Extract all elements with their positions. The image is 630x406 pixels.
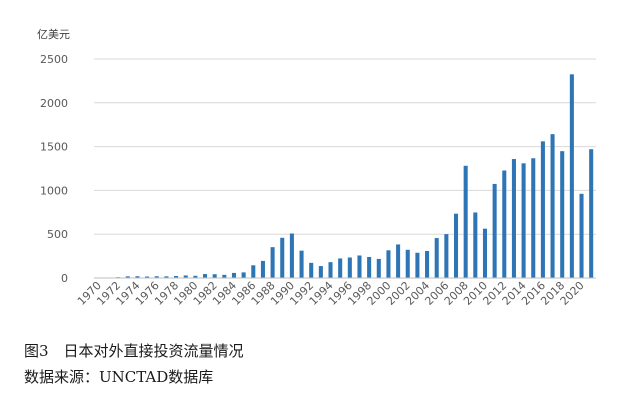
bar-2019 [569, 74, 574, 278]
bar-1992 [309, 262, 314, 278]
bar-1976 [154, 276, 159, 278]
y-tick-label: 2500 [40, 53, 68, 66]
y-tick-label: 0 [61, 272, 68, 285]
bar-1982 [212, 274, 217, 278]
bar-2004 [425, 251, 430, 278]
bar-1999 [376, 258, 381, 278]
bar-1996 [347, 257, 352, 278]
bar-1978 [174, 275, 179, 278]
bar-2013 [511, 159, 516, 278]
bar-1995 [338, 258, 343, 278]
bar-1990 [289, 233, 294, 278]
bar-1991 [299, 250, 304, 278]
bar-1987 [260, 260, 265, 278]
bar-2000 [386, 250, 391, 278]
figure-caption: 图3 日本对外直接投资流量情况 [24, 342, 244, 360]
bar-2001 [396, 244, 401, 278]
x-axis-ticks: 1970197219741976197819801982198419861988… [75, 279, 587, 308]
y-axis-ticks: 0 500 1000 1500 2000 2500 [40, 53, 68, 285]
bar-1989 [280, 237, 285, 278]
bar-1997 [357, 255, 362, 278]
bar-1988 [270, 247, 275, 278]
bar-series [96, 74, 594, 279]
bar-1979 [183, 275, 188, 278]
bar-1998 [367, 256, 372, 278]
bar-1977 [164, 276, 169, 278]
bar-1984 [231, 272, 237, 278]
y-axis-unit-label: 亿美元 [37, 28, 70, 41]
bar-1975 [145, 276, 150, 278]
bar-2010 [482, 228, 488, 278]
bar-2014 [521, 163, 526, 278]
y-tick-label: 2000 [40, 97, 68, 110]
bar-2009 [473, 212, 478, 278]
bar-2003 [415, 252, 420, 278]
bar-1974 [135, 276, 140, 278]
y-tick-label: 1000 [40, 184, 68, 197]
bar-1980 [193, 275, 198, 278]
bar-2021 [589, 149, 594, 278]
bar-2016 [540, 141, 545, 278]
bar-2002 [405, 249, 410, 278]
chart-area: 亿美元 0 500 1000 1500 2000 2500 197019721974197… [37, 28, 596, 308]
gridlines [94, 58, 596, 235]
y-tick-label: 500 [47, 228, 68, 241]
bar-1981 [202, 274, 208, 278]
bar-1994 [328, 262, 333, 278]
bar-2020 [579, 193, 584, 278]
bar-2006 [444, 234, 449, 278]
y-tick-label: 1500 [40, 141, 68, 154]
bar-2008 [463, 165, 468, 278]
bar-1983 [222, 274, 227, 278]
bar-1986 [251, 265, 256, 278]
bar-1973 [125, 276, 130, 278]
bar-2015 [531, 158, 536, 278]
bar-2005 [434, 238, 439, 278]
bar-2007 [453, 213, 459, 278]
bar-2017 [550, 134, 555, 278]
bar-2011 [492, 183, 497, 278]
bar-1993 [318, 266, 323, 278]
bar-1985 [241, 272, 246, 278]
source-note: 数据来源：UNCTAD数据库 [24, 368, 214, 386]
bar-2012 [502, 170, 507, 278]
bar-2018 [560, 151, 565, 278]
